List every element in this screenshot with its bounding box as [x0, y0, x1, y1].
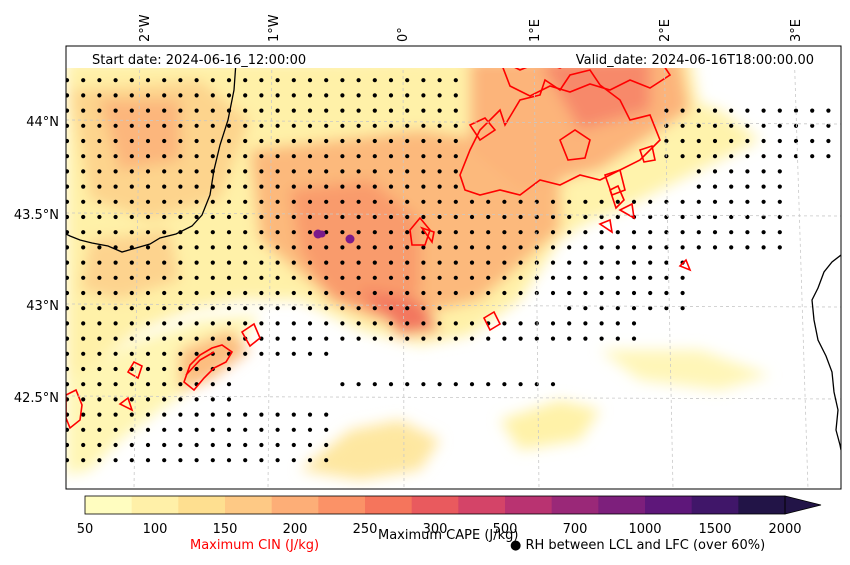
colorbar-tick-label: 200: [283, 522, 308, 537]
start-date-label: Start date: 2024-06-16_12:00:00: [92, 53, 306, 68]
gridlines: [66, 46, 841, 489]
colorbar-extension: [784, 495, 822, 515]
colorbar-segment: [738, 496, 786, 514]
cape-max-point: [345, 234, 355, 244]
header-box: [66, 46, 841, 68]
colorbar-segment: [505, 496, 553, 514]
lon-label: 3°E: [789, 19, 804, 42]
latitude-labels: 44°N 43.5°N 43°N 42.5°N: [14, 115, 59, 406]
lon-label: 1°E: [528, 19, 543, 42]
colorbar-tick-label: 150: [213, 522, 238, 537]
colorbar-segment: [85, 496, 133, 514]
colorbar-segment: [178, 496, 226, 514]
colorbar-tick-label: 50: [77, 522, 94, 537]
colorbar-segment: [271, 496, 319, 514]
lat-label: 43.5°N: [14, 208, 59, 223]
colorbar-tick-label: 500: [493, 522, 518, 537]
colorbar-segment: [131, 496, 179, 514]
colorbar-frame: [84, 495, 786, 515]
rh-dot-icon: ●: [510, 538, 522, 553]
colorbar-tick-label: 700: [563, 522, 588, 537]
colorbar-tick-label: 100: [143, 522, 168, 537]
lat-label: 43°N: [26, 299, 59, 314]
map-area: Start date: 2024-06-16_12:00:00 Valid_da…: [66, 46, 841, 489]
lon-label: 1°W: [267, 14, 282, 42]
cape-max-points: [313, 229, 355, 244]
coastlines: [66, 61, 841, 451]
colorbar-tick-label: 2000: [768, 522, 801, 537]
rh-legend-label: RH between LCL and LFC (over 60%): [525, 538, 766, 553]
colorbar-segment: [411, 496, 459, 514]
lat-label: 44°N: [26, 115, 59, 130]
colorbar-tick-labels: 50 100 150 200 250 300 500 700 1000 1500 2000: [77, 522, 802, 537]
colorbar-segment: [365, 496, 413, 514]
rh-legend: ● RH between LCL and LFC (over 60%): [510, 538, 765, 553]
valid-date-label: Valid_date: 2024-06-16T18:00:00.00: [576, 53, 814, 68]
colorbar-segment: [225, 496, 273, 514]
cape-legend-label: Maximum CAPE (J/kg): [378, 528, 519, 543]
cape-max-point: [318, 230, 326, 238]
lon-label: 2°W: [138, 14, 153, 42]
map-frame: [65, 45, 842, 490]
longitude-labels: 2°W 1°W 0° 1°E 2°E 3°E: [138, 14, 804, 42]
colorbar-segment: [318, 496, 366, 514]
colorbar-segment: [598, 496, 646, 514]
colorbar-tick-label: 1000: [628, 522, 661, 537]
colorbar-tick-label: 1500: [698, 522, 731, 537]
colorbar-segment: [645, 496, 693, 514]
lat-label: 42.5°N: [14, 391, 59, 406]
cin-legend-label: Maximum CIN (J/kg): [190, 538, 320, 553]
colorbar-segment: [458, 496, 506, 514]
cin-contours: [66, 55, 692, 430]
lon-label: 2°E: [658, 19, 673, 42]
cape-colorbar: [84, 495, 822, 515]
lon-label: 0°: [396, 27, 411, 42]
colorbar-segment: [691, 496, 739, 514]
colorbar-tick-label: 250: [353, 522, 378, 537]
colorbar-segment: [551, 496, 599, 514]
colorbar-tick-label: 300: [423, 522, 448, 537]
